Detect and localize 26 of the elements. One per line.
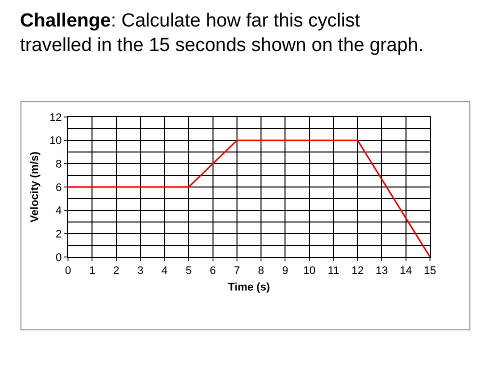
y-axis-title: Velocity (m/s) <box>29 151 42 222</box>
x-tick-label: 7 <box>234 265 240 278</box>
y-tick-label: 0 <box>56 252 62 264</box>
y-tick-label: 12 <box>50 112 62 124</box>
x-tick-label: 13 <box>376 265 388 278</box>
x-axis-title: Time (s) <box>228 281 270 294</box>
y-tick-label: 6 <box>56 182 62 194</box>
y-tick-label: 8 <box>56 158 62 171</box>
x-tick-label: 0 <box>64 265 72 278</box>
x-tick-label: 2 <box>113 265 120 278</box>
x-tick-label: 8 <box>258 265 264 278</box>
chart-title: Challenge: Calculate how far this cyclist travelled in the 15 seconds shown on the graph. <box>20 10 424 56</box>
x-tick-label: 5 <box>186 265 192 278</box>
x-tick-label: 6 <box>210 265 216 278</box>
x-tick-label: 3 <box>137 265 144 278</box>
x-tick-label: 11 <box>328 265 340 278</box>
y-tick-label: 2 <box>56 228 62 241</box>
x-tick-label: 4 <box>161 265 168 278</box>
x-tick-label: 1 <box>89 265 96 278</box>
x-tick-label: 9 <box>282 265 288 278</box>
x-tick-label: 14 <box>400 265 412 278</box>
x-tick-label: 15 <box>424 265 436 278</box>
y-tick-label: 4 <box>56 205 62 218</box>
x-tick-label: 10 <box>303 265 316 278</box>
x-tick-label: 12 <box>351 265 364 278</box>
y-tick-label: 10 <box>50 135 62 148</box>
